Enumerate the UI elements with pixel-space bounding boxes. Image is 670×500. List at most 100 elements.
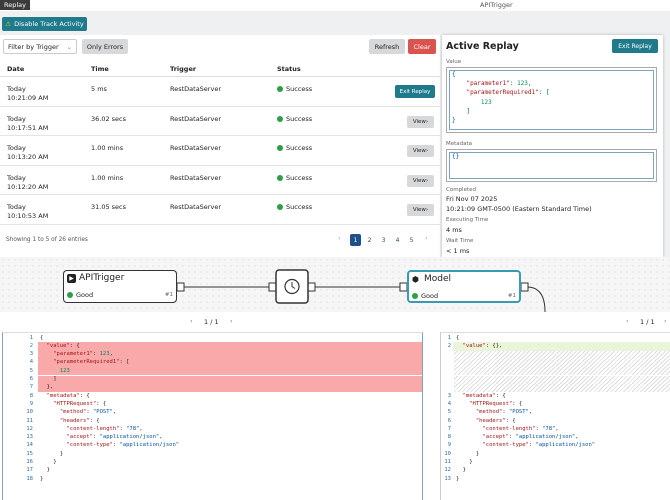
code-line: }: [456, 467, 466, 474]
status-text: Success: [286, 173, 313, 182]
code-line: "method": "POST",: [475, 409, 533, 416]
disable-track-button[interactable]: ⚠ Disable Track Activity: [2, 17, 87, 31]
status-text: Success: [286, 144, 313, 153]
diff-page: 1 / 1: [204, 318, 219, 326]
code-line: "accept": "application/json",: [66, 434, 163, 441]
node-index: #1: [507, 293, 516, 299]
view-button[interactable]: View ›: [407, 204, 434, 217]
next-page[interactable]: ›: [425, 234, 428, 242]
page-button[interactable]: 5: [409, 236, 414, 244]
placeholder-row: [454, 383, 670, 393]
line-number: 6: [447, 417, 451, 424]
line-number: 11: [26, 417, 33, 424]
page-button[interactable]: 2: [367, 236, 372, 244]
code-line: "accept": "application/json",: [482, 434, 579, 441]
highlight-row: [38, 383, 422, 393]
top-bar: [0, 0, 670, 11]
page-button[interactable]: 1: [350, 234, 361, 246]
page-button[interactable]: 3: [381, 236, 386, 244]
prev-diff[interactable]: ‹: [626, 317, 629, 325]
view-button[interactable]: View ›: [407, 145, 434, 158]
success-icon: [277, 86, 283, 92]
code-line: {: [456, 334, 460, 341]
completed-label: Completed: [446, 187, 476, 193]
code-line: "value": {: [46, 342, 80, 349]
node-status: Good: [67, 291, 93, 299]
line-number: 12: [26, 425, 33, 432]
row-time: 10:17:51 AM: [7, 123, 49, 132]
exit-replay-button[interactable]: Exit Replay: [395, 85, 435, 98]
code-line: }: [456, 450, 480, 457]
next-diff[interactable]: ›: [230, 317, 233, 325]
flow-connections: [176, 269, 546, 312]
page-title: APITrigger: [480, 1, 513, 9]
clock-icon: [284, 278, 300, 295]
line-number: 6: [29, 376, 33, 382]
next-diff[interactable]: ›: [664, 317, 667, 325]
line-number: 2: [29, 342, 33, 349]
line-number: 7: [447, 425, 451, 432]
line-number: 5: [29, 367, 33, 374]
only-errors-button[interactable]: Only Errors: [82, 39, 128, 54]
value-box: [446, 67, 657, 133]
line-number: 10: [444, 450, 451, 457]
line-number: 10: [26, 409, 33, 416]
view-button[interactable]: View ›: [407, 174, 434, 187]
code-line: "content-length": "78",: [482, 425, 559, 432]
prev-diff[interactable]: ‹: [190, 317, 193, 325]
row-time: 10:13:20 AM: [7, 153, 49, 162]
completed-date: Fri Nov 07 2025: [446, 195, 498, 203]
row-duration: 5 ms: [91, 85, 107, 93]
metadata-label: Metadata: [446, 141, 473, 147]
page-button[interactable]: 4: [395, 236, 400, 244]
code-line: "metadata": {: [462, 392, 506, 399]
highlight-row: [453, 342, 670, 351]
line-number: 2: [447, 342, 451, 349]
status-text: Good: [76, 291, 94, 299]
port: [399, 282, 408, 292]
code-line: 123: [59, 367, 70, 374]
line-number: 13: [26, 434, 33, 441]
prev-page[interactable]: ‹: [338, 234, 341, 242]
success-icon: [277, 145, 283, 152]
row-trigger: RestDataServer: [170, 173, 221, 182]
node-label: Model: [424, 274, 452, 284]
view-button[interactable]: View ›: [407, 115, 434, 128]
row-rule: [0, 135, 440, 137]
line-number: 18: [26, 475, 33, 482]
replay-tab[interactable]: Replay: [0, 0, 30, 10]
row-trigger: RestDataServer: [170, 203, 221, 212]
exit-replay-button[interactable]: Exit Replay: [612, 39, 658, 53]
trigger-node[interactable]: ▶ APITrigger Good #1: [63, 270, 177, 303]
clear-button[interactable]: Clear: [408, 39, 436, 54]
highlight-row: [38, 342, 422, 351]
code-line: }: [40, 459, 57, 465]
cube-icon: ⬢: [412, 275, 419, 284]
line-number: 1: [447, 334, 451, 341]
left-editor: [2, 332, 423, 500]
metadata-box: [446, 149, 657, 182]
row-status: Success: [277, 85, 312, 93]
row-trigger: RestDataServer: [170, 144, 221, 153]
code-line: "parameterRequired1": [: [466, 89, 550, 97]
model-node[interactable]: ⬢ Model Good #1: [407, 270, 521, 303]
row-date: Today: [7, 144, 26, 153]
highlight-row: [38, 350, 422, 359]
line-number: 17: [26, 467, 33, 474]
code-line: ]: [40, 376, 57, 382]
row-duration: 1.00 mins: [91, 173, 124, 182]
row-rule: [0, 224, 440, 225]
code-line: "content-type": "application/json": [482, 442, 596, 449]
status-text: Success: [286, 85, 313, 93]
refresh-button[interactable]: Refresh: [369, 39, 405, 54]
filter-select[interactable]: Filter by Trigger ⌄: [3, 39, 77, 54]
success-icon: [277, 174, 283, 181]
status-text: Success: [286, 203, 313, 212]
code-line: }: [40, 467, 50, 474]
panel-title: Active Replay: [446, 41, 519, 52]
code-line: 123: [480, 98, 492, 106]
code-line: "headers": {: [475, 417, 516, 424]
line-number: 15: [26, 450, 33, 457]
code-line: }: [456, 459, 473, 465]
line-number: 4: [29, 359, 33, 366]
